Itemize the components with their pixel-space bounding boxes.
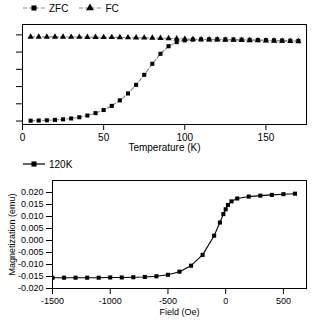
svg-text:0.005: 0.005 (21, 223, 44, 233)
svg-text:-0.020: -0.020 (18, 283, 44, 293)
svg-text:-1000: -1000 (99, 296, 122, 306)
svg-text:0.000: 0.000 (21, 235, 44, 245)
svg-text:0.015: 0.015 (21, 199, 44, 209)
svg-text:100: 100 (176, 131, 194, 143)
svg-text:-500: -500 (159, 296, 177, 306)
html-text:120K: 120K (49, 158, 73, 170)
svg-text:-0.010: -0.010 (18, 259, 44, 269)
svg-text:50: 50 (98, 132, 110, 143)
svg-text:500: 500 (276, 296, 291, 306)
svg-text:0.010: 0.010 (21, 211, 44, 221)
svg-text:-0.015: -0.015 (18, 271, 44, 281)
svg-text:Magnetization (emu): Magnetization (emu) (7, 193, 17, 275)
svg-text:0.020: 0.020 (21, 187, 44, 197)
svg-text:150: 150 (258, 132, 275, 143)
html-text:FC: FC (105, 2, 119, 14)
svg-text:-1500: -1500 (41, 296, 64, 306)
svg-text:0: 0 (20, 132, 26, 143)
svg-text:0: 0 (223, 296, 228, 306)
svg-text:Field (Oe): Field (Oe) (159, 307, 199, 317)
html-text:ZFC: ZFC (49, 2, 69, 14)
svg-text:-0.005: -0.005 (18, 247, 44, 257)
svg-text:Temperature (K): Temperature (K) (128, 142, 200, 153)
